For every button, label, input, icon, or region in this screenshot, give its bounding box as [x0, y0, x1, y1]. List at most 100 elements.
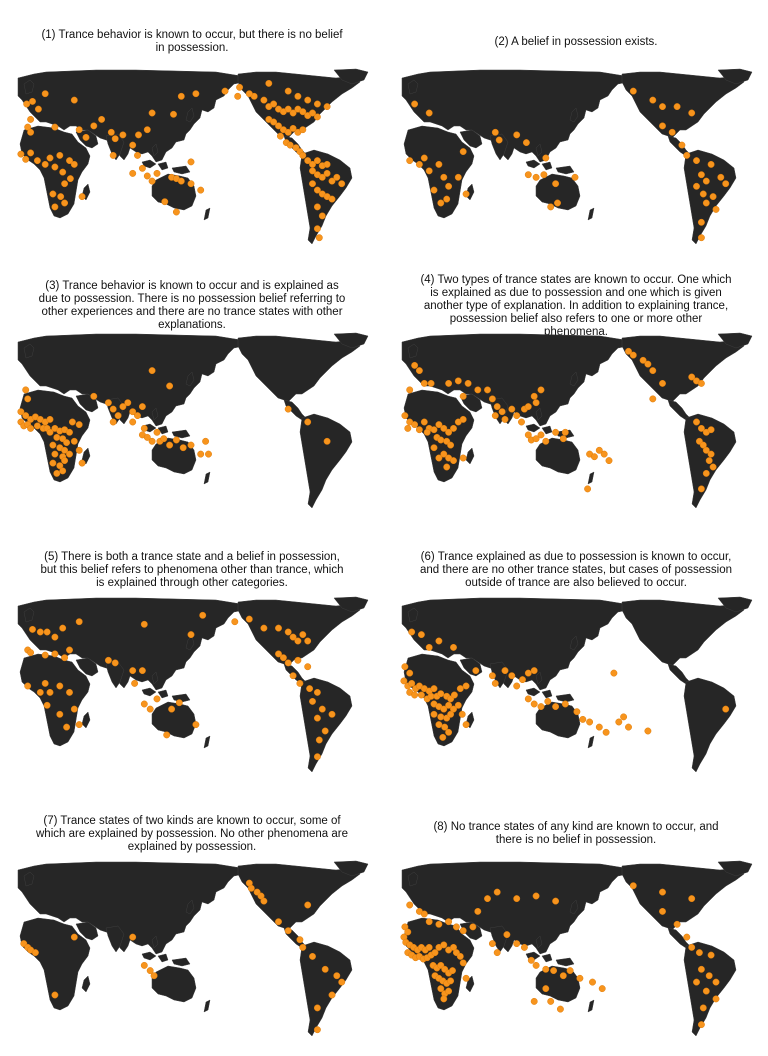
- society-marker: [649, 395, 657, 403]
- society-marker: [109, 151, 117, 159]
- society-marker: [75, 721, 83, 729]
- society-marker: [299, 126, 307, 134]
- society-marker: [231, 618, 239, 626]
- panel-title: (2) A belief in possession exists.: [494, 35, 658, 48]
- society-marker: [462, 682, 470, 690]
- society-marker: [659, 379, 666, 387]
- society-marker: [135, 131, 142, 139]
- society-marker: [530, 700, 538, 708]
- society-marker: [406, 157, 414, 165]
- society-marker: [411, 691, 419, 699]
- map-panel-4: (4) Two types of trance states are known…: [384, 264, 768, 528]
- society-marker: [420, 379, 428, 387]
- society-marker: [644, 727, 652, 735]
- society-marker: [236, 83, 244, 91]
- society-marker: [649, 367, 657, 375]
- society-marker: [275, 918, 282, 926]
- society-marker: [160, 435, 168, 443]
- society-marker: [56, 151, 64, 159]
- society-marker: [49, 441, 57, 449]
- society-marker: [75, 446, 83, 454]
- society-marker: [702, 446, 710, 454]
- society-marker: [41, 651, 49, 659]
- society-marker: [649, 96, 657, 104]
- society-marker: [313, 225, 321, 233]
- society-marker: [313, 688, 321, 696]
- society-marker: [697, 171, 705, 179]
- map-panel-7: (7) Trance states of two kinds are known…: [0, 792, 384, 1056]
- society-marker: [49, 459, 57, 467]
- society-marker: [459, 927, 467, 935]
- society-marker: [187, 158, 195, 166]
- society-marker: [51, 123, 59, 131]
- society-marker: [33, 157, 41, 165]
- society-marker: [532, 435, 540, 443]
- society-marker: [488, 940, 496, 948]
- society-marker: [561, 700, 569, 708]
- society-marker: [27, 149, 35, 157]
- society-marker: [138, 164, 146, 172]
- society-marker: [406, 386, 414, 394]
- society-marker: [143, 126, 151, 134]
- society-marker: [688, 109, 696, 117]
- society-marker: [639, 356, 647, 364]
- society-marker: [717, 173, 725, 181]
- society-marker: [107, 128, 115, 136]
- society-marker: [556, 1005, 564, 1013]
- society-marker: [333, 972, 341, 980]
- society-marker: [68, 418, 76, 426]
- society-marker: [70, 96, 78, 104]
- society-marker: [199, 611, 207, 619]
- society-marker: [584, 485, 592, 493]
- society-marker: [571, 173, 579, 181]
- society-marker: [257, 892, 265, 900]
- society-marker: [683, 933, 691, 941]
- society-marker: [423, 428, 431, 436]
- society-marker: [23, 100, 31, 108]
- society-marker: [41, 679, 49, 687]
- society-marker: [63, 439, 71, 447]
- society-marker: [435, 454, 443, 462]
- society-marker: [313, 100, 321, 108]
- society-marker: [36, 688, 44, 696]
- society-marker: [109, 405, 117, 413]
- map-panel-8: (8) No trance states of any kind are kno…: [384, 792, 768, 1056]
- society-marker: [411, 100, 419, 108]
- society-marker: [712, 978, 720, 986]
- society-marker: [693, 157, 700, 165]
- society-marker: [659, 103, 666, 111]
- society-marker: [445, 987, 453, 995]
- society-marker: [98, 115, 106, 123]
- society-marker: [148, 177, 156, 185]
- society-marker: [66, 175, 74, 183]
- society-marker: [41, 90, 49, 98]
- society-marker: [61, 457, 69, 465]
- society-marker: [27, 115, 35, 123]
- society-marker: [459, 959, 467, 967]
- society-marker: [43, 628, 51, 636]
- society-marker: [70, 160, 78, 168]
- society-marker: [474, 907, 482, 915]
- world-map: [17, 860, 369, 1037]
- society-marker: [304, 901, 312, 909]
- society-marker: [294, 92, 302, 100]
- society-marker: [66, 157, 73, 165]
- society-marker: [420, 910, 428, 918]
- society-marker: [289, 672, 297, 680]
- society-marker: [488, 672, 496, 680]
- society-marker: [17, 408, 25, 416]
- society-marker: [443, 195, 451, 203]
- society-marker: [513, 940, 521, 948]
- society-marker: [289, 633, 297, 641]
- society-marker: [544, 697, 552, 705]
- world-map: [401, 332, 753, 509]
- society-marker: [542, 985, 550, 993]
- society-marker: [709, 193, 717, 201]
- society-marker: [439, 733, 447, 741]
- society-marker: [430, 710, 438, 718]
- society-marker: [148, 109, 156, 117]
- society-marker: [33, 422, 41, 430]
- society-marker: [484, 386, 491, 394]
- world-map: [17, 68, 369, 245]
- society-marker: [36, 628, 44, 636]
